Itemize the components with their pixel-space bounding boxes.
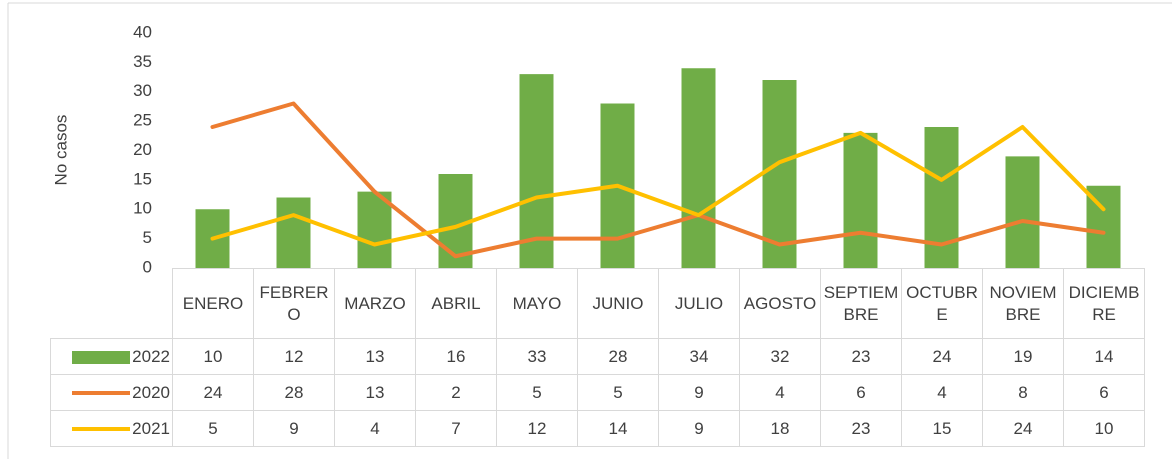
legend-label: 2021 <box>132 418 170 438</box>
table-value: 34 <box>658 338 740 375</box>
x-tick-label: JULIO <box>658 268 740 339</box>
y-tick-label: 10 <box>133 199 152 218</box>
y-tick-label: 35 <box>133 52 152 71</box>
legend-entry: 2020 <box>50 374 173 411</box>
table-value: 4 <box>739 374 821 411</box>
y-tick-label: 5 <box>143 228 152 247</box>
x-tick-label: JUNIO <box>577 268 659 339</box>
x-tick-label: ABRIL <box>415 268 497 339</box>
table-value: 14 <box>577 410 659 447</box>
table-value: 24 <box>982 410 1064 447</box>
line <box>210 125 1106 247</box>
y-tick-label: 20 <box>133 140 152 159</box>
table-value: 8 <box>982 374 1064 411</box>
table-value: 12 <box>253 338 335 375</box>
x-tick-label: OCTUBRE <box>901 268 983 339</box>
table-value: 9 <box>253 410 335 447</box>
table-value: 4 <box>901 374 983 411</box>
x-tick-label: FEBRERO <box>253 268 335 339</box>
x-tick-label: MARZO <box>334 268 416 339</box>
table-value: 28 <box>577 338 659 375</box>
legend-entry: 2021 <box>50 410 173 447</box>
legend-swatch <box>72 350 131 364</box>
bar <box>924 127 959 268</box>
table-value: 18 <box>739 410 821 447</box>
bar <box>762 80 797 268</box>
x-tick-label: DICIEMBRE <box>1063 268 1145 339</box>
table-value: 23 <box>820 410 902 447</box>
bar <box>357 191 392 268</box>
x-tick-label: ENERO <box>172 268 254 339</box>
bar <box>519 74 554 268</box>
y-tick-label: 30 <box>133 81 152 100</box>
table-value: 16 <box>415 338 497 375</box>
table-value: 15 <box>901 410 983 447</box>
table-value: 2 <box>415 374 497 411</box>
x-tick-label: SEPTIEMBRE <box>820 268 902 339</box>
table-value: 19 <box>982 338 1064 375</box>
table-value: 9 <box>658 374 740 411</box>
table-value: 6 <box>820 374 902 411</box>
legend-swatch <box>72 427 131 432</box>
legend-entry: 2022 <box>50 338 173 375</box>
table-value: 28 <box>253 374 335 411</box>
table-value: 10 <box>172 338 254 375</box>
x-tick-label: AGOSTO <box>739 268 821 339</box>
table-value: 13 <box>334 338 416 375</box>
legend-swatch <box>72 391 131 396</box>
x-tick-label: NOVIEMBRE <box>982 268 1064 339</box>
table-value: 5 <box>496 374 578 411</box>
table-value: 5 <box>172 410 254 447</box>
bar <box>681 68 716 268</box>
y-axis-label: No casos <box>51 115 70 186</box>
table-value: 7 <box>415 410 497 447</box>
y-tick-label: 40 <box>133 22 152 41</box>
table-value: 6 <box>1063 374 1145 411</box>
y-tick-label: 15 <box>133 169 152 188</box>
table-value: 4 <box>334 410 416 447</box>
legend-label: 2022 <box>132 346 170 366</box>
table-value: 10 <box>1063 410 1145 447</box>
bar <box>276 197 311 268</box>
table-value: 12 <box>496 410 578 447</box>
x-tick-label: MAYO <box>496 268 578 339</box>
table-value: 24 <box>172 374 254 411</box>
table-value: 5 <box>577 374 659 411</box>
table-value: 14 <box>1063 338 1145 375</box>
legend-label: 2020 <box>132 382 170 402</box>
table-value: 9 <box>658 410 740 447</box>
table-value: 33 <box>496 338 578 375</box>
y-tick-label: 0 <box>143 257 152 276</box>
line <box>210 101 1106 259</box>
bar <box>843 132 878 268</box>
table-value: 32 <box>739 338 821 375</box>
table-value: 23 <box>820 338 902 375</box>
data-table: ENERO FEBRERO MARZO ABRIL MAYO JUNIO JULIO AGOS… <box>50 268 1145 447</box>
table-value: 13 <box>334 374 416 411</box>
table-value: 24 <box>901 338 983 375</box>
bar <box>1005 156 1040 268</box>
y-tick-label: 25 <box>133 111 152 130</box>
